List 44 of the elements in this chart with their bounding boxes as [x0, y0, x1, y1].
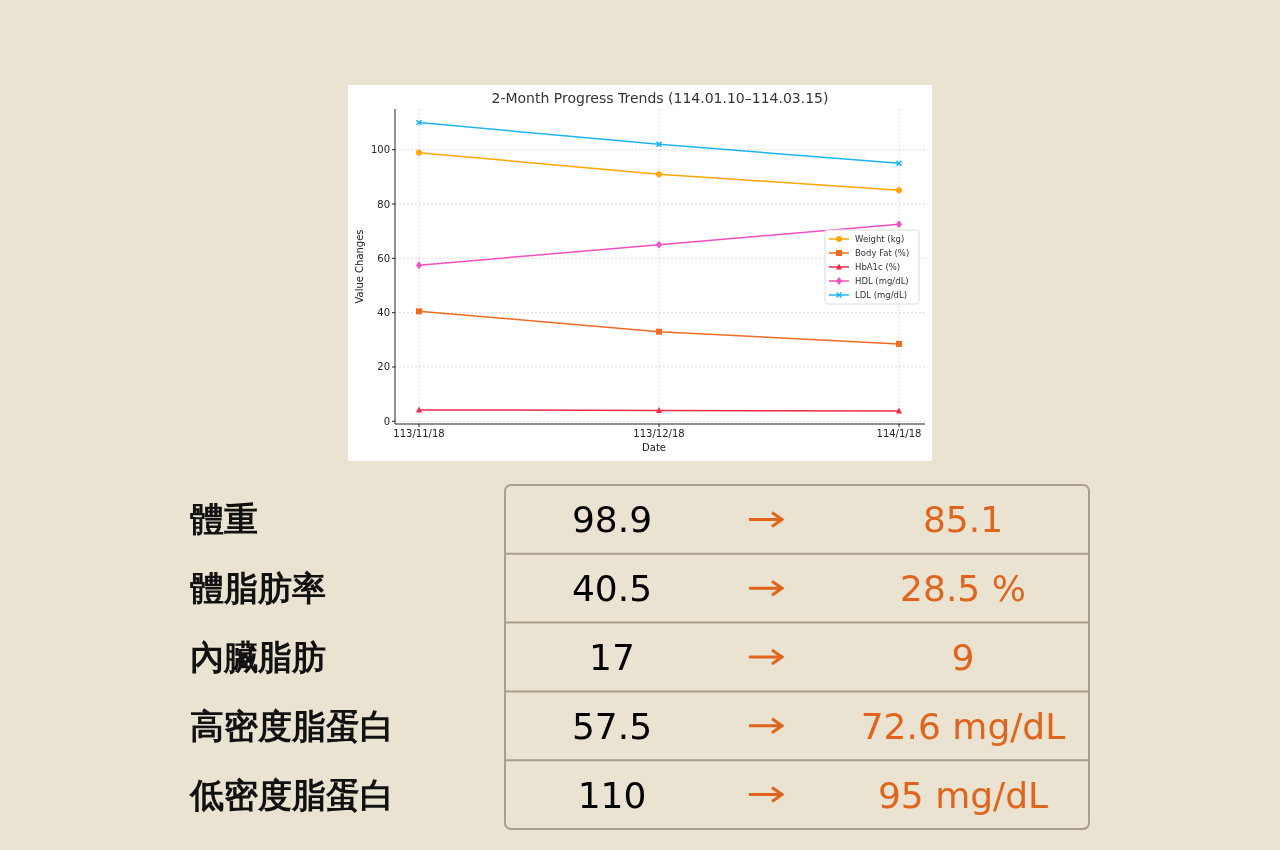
point [656, 141, 662, 148]
point [416, 308, 422, 315]
y-tick-label: 80 [377, 198, 390, 210]
y-axis-title: Value Changes [354, 229, 365, 304]
point [416, 119, 422, 126]
data-label: 110 [577, 774, 647, 816]
point [896, 340, 902, 347]
category-label: 內臟脂肪 [190, 637, 326, 677]
y-tick-label: 20 [377, 361, 390, 373]
point [656, 171, 662, 178]
point [416, 406, 422, 413]
legend-label: HDL (mg/dL) [855, 276, 909, 286]
point [896, 407, 902, 414]
y-tick-label: 40 [377, 307, 390, 319]
category-label: 高密度脂蛋白 [190, 705, 394, 746]
data-label: 95 mg/dL [877, 774, 1049, 816]
category-label: 低密度脂蛋白 [188, 774, 394, 815]
y-tick-label: 60 [377, 252, 390, 264]
point [656, 328, 662, 335]
data-label: 40.5 [571, 568, 653, 610]
point [896, 160, 902, 167]
legend-label: Body Fat (%) [855, 248, 910, 258]
point [416, 149, 422, 156]
x-axis-title: Date [642, 442, 666, 453]
data-label: 28.5 % [900, 568, 1026, 610]
y-tick-label: 0 [383, 415, 390, 427]
category-label: 體重 [190, 499, 258, 540]
data-label: 72.6 mg/dL [860, 705, 1066, 747]
category-label: 體脂肪率 [190, 568, 326, 609]
point [656, 406, 662, 413]
data-label: 57.5 [571, 705, 653, 747]
point [896, 187, 902, 194]
x-tick-label: 113/11/18 [393, 428, 445, 439]
chart-title: 2-Month Progress Trends (114.01.10–114.03.15) [491, 90, 829, 106]
legend-label: Weight (kg) [855, 234, 905, 244]
data-label: 9 [951, 637, 975, 678]
legend-label: LDL (mg/dL) [855, 290, 908, 300]
data-label: 98.9 [571, 499, 653, 541]
data-label: 85.1 [922, 499, 1004, 541]
legend-label: HbA1c (%) [855, 262, 901, 272]
x-tick-label: 113/12/18 [633, 428, 685, 439]
data-label: 17 [589, 637, 635, 678]
y-tick-label: 100 [370, 144, 390, 156]
x-tick-label: 114/1/18 [876, 428, 922, 439]
